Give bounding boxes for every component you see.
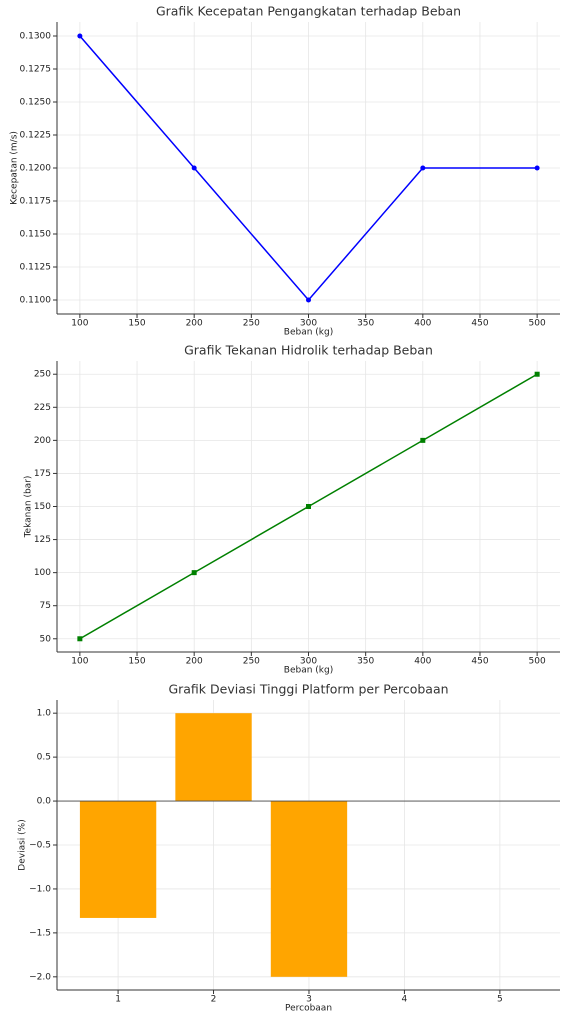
marker — [77, 33, 83, 39]
x-tick-label: 5 — [497, 995, 503, 1005]
chart-title: Grafik Kecepatan Pengangkatan terhadap B… — [156, 4, 461, 19]
y-tick-label: 0.1250 — [20, 97, 52, 107]
y-tick-label: 125 — [34, 535, 51, 545]
y-tick-label: 200 — [34, 436, 51, 446]
marker — [306, 297, 311, 303]
x-axis-label: Beban (kg) — [284, 666, 333, 676]
x-tick-label: 150 — [128, 319, 145, 329]
y-tick-label: 0.1300 — [20, 31, 52, 41]
y-tick-label: 0.1125 — [20, 263, 52, 273]
x-tick-label: 300 — [300, 319, 317, 329]
y-tick-label: 0.5 — [37, 753, 51, 763]
x-tick-label: 500 — [529, 319, 546, 329]
x-tick-label: 2 — [211, 995, 217, 1005]
marker — [534, 371, 540, 377]
marker — [420, 165, 426, 171]
y-tick-label: 0.1100 — [20, 296, 52, 306]
y-tick-label: −2.0 — [29, 972, 51, 982]
x-tick-label: 200 — [186, 657, 203, 667]
y-tick-label: 0.1200 — [20, 164, 52, 174]
x-axis-label: Beban (kg) — [284, 328, 333, 338]
x-axis-label: Percobaan — [285, 1004, 332, 1014]
x-tick-label: 350 — [357, 319, 374, 329]
x-tick-label: 1 — [115, 995, 121, 1005]
x-tick-label: 500 — [529, 657, 546, 667]
marker — [420, 437, 426, 443]
y-tick-label: 75 — [40, 601, 51, 611]
marker — [191, 165, 197, 171]
x-tick-label: 250 — [243, 657, 260, 667]
bar — [79, 801, 157, 918]
bar — [270, 801, 348, 977]
marker — [191, 570, 197, 576]
y-tick-label: −0.5 — [29, 841, 51, 851]
x-tick-label: 300 — [300, 657, 317, 667]
y-tick-label: 50 — [40, 634, 52, 644]
x-tick-label: 400 — [414, 319, 431, 329]
y-tick-label: 0.1275 — [20, 64, 52, 74]
x-tick-label: 3 — [306, 995, 312, 1005]
x-tick-label: 100 — [71, 657, 88, 667]
bar — [175, 713, 252, 802]
y-tick-label: −1.5 — [29, 928, 51, 938]
y-tick-label: −1.0 — [29, 884, 51, 894]
y-tick-label: 175 — [34, 469, 51, 479]
marker — [77, 636, 83, 642]
marker — [534, 165, 540, 171]
x-tick-label: 450 — [471, 319, 488, 329]
y-tick-label: 0.1175 — [20, 197, 52, 207]
x-tick-label: 350 — [357, 657, 374, 667]
y-axis-label: Tekanan (bar) — [24, 476, 34, 539]
y-axis-label: Deviasi (%) — [18, 819, 28, 870]
x-tick-label: 400 — [414, 657, 431, 667]
y-tick-label: 250 — [34, 370, 51, 380]
x-tick-label: 450 — [471, 657, 488, 667]
y-tick-label: 225 — [34, 403, 51, 413]
marker — [306, 504, 311, 509]
y-tick-label: 0.1150 — [20, 230, 52, 240]
y-tick-label: 0.0 — [37, 797, 52, 807]
x-tick-label: 100 — [71, 319, 88, 329]
chart-title: Grafik Tekanan Hidrolik terhadap Beban — [184, 343, 433, 358]
x-tick-label: 150 — [128, 657, 145, 667]
y-tick-label: 150 — [34, 502, 51, 512]
y-axis-label: Kecepatan (m/s) — [10, 131, 20, 205]
chart-title: Grafik Deviasi Tinggi Platform per Perco… — [168, 682, 448, 697]
y-tick-label: 0.1225 — [20, 130, 52, 140]
x-tick-label: 200 — [186, 319, 203, 329]
x-tick-label: 4 — [402, 995, 408, 1005]
x-tick-label: 250 — [243, 319, 260, 329]
y-tick-label: 100 — [34, 568, 51, 578]
y-tick-label: 1.0 — [37, 709, 52, 719]
